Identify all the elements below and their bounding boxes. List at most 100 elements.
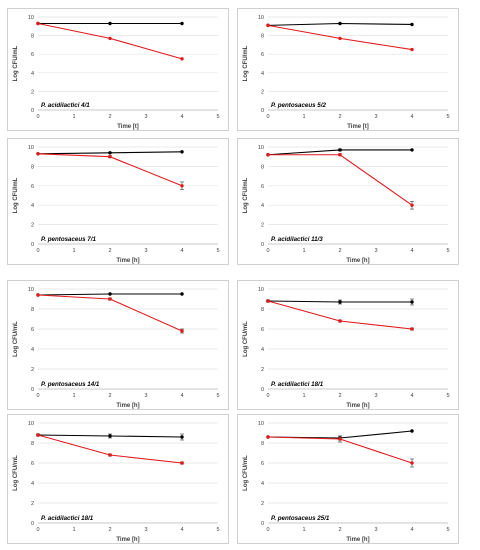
data-point [410,203,414,207]
y-tick-label: 4 [31,481,34,487]
x-tick-label: 4 [410,114,413,120]
y-tick-label: 8 [261,34,264,40]
x-tick-label: 1 [72,393,75,399]
x-tick-label: 3 [144,393,147,399]
x-tick-label: 2 [108,248,111,254]
data-point [338,153,342,157]
y-tick-label: 2 [261,501,264,507]
x-tick-label: 1 [302,393,305,399]
data-point [410,22,414,27]
y-tick-label: 6 [31,184,34,190]
strain-label: P. pentosaceus 14/1 [41,381,100,388]
strain-label: P. pentosaceus 5/2 [271,102,326,109]
x-tick-label: 1 [302,114,305,120]
data-point [266,299,270,303]
y-tick-label: 4 [261,347,264,353]
y-tick-label: 10 [28,287,34,293]
data-point [108,151,112,155]
y-axis-label: Log CFU/mL [13,321,19,357]
y-axis-label: Log CFU/mL [243,177,249,213]
strain-label: P. acidilactici 11/3 [271,236,323,243]
x-tick-label: 2 [338,393,341,399]
x-tick-label: 3 [374,248,377,254]
x-tick-label: 0 [36,248,39,254]
y-tick-label: 6 [261,327,264,333]
x-tick-label: 4 [410,527,413,533]
y-tick-label: 2 [31,501,34,507]
x-tick-label: 4 [180,248,183,254]
chart-panel: 0 2 4 6 8 10 0 1 2 3 4 5 Time [h] Log CFU/mL P. acidil… [237,280,459,410]
chart-svg: 0 2 4 6 8 10 0 1 2 3 4 5 Time [h] Log CFU/mL P. pentos… [13,287,220,409]
y-tick-label: 8 [261,164,264,170]
y-tick-label: 0 [31,521,34,527]
y-tick-label: 8 [31,164,34,170]
y-tick-label: 2 [31,89,34,95]
y-tick-label: 6 [261,461,264,467]
data-point [180,21,184,26]
x-tick-label: 1 [72,248,75,254]
data-point [410,327,414,331]
chart-svg: 0 2 4 6 8 10 0 1 2 3 4 5 Time [t] Log CFU/mL P. acidil… [13,15,220,130]
data-point [338,21,342,26]
x-tick-label: 4 [180,393,183,399]
y-tick-label: 4 [261,481,264,487]
series-line [268,154,413,206]
data-point [410,47,414,52]
y-tick-label: 8 [31,307,34,313]
chart-panel: 0 2 4 6 8 10 0 1 2 3 4 5 Time [t] Log CFU/mL P. pentos… [237,8,459,131]
y-tick-label: 2 [31,367,34,373]
y-tick-label: 8 [261,307,264,313]
x-tick-label: 5 [216,248,219,254]
x-tick-label: 1 [72,114,75,120]
data-point [108,297,112,301]
data-point [180,292,184,296]
data-point [266,435,270,439]
y-tick-label: 6 [31,461,34,467]
y-tick-label: 4 [261,203,264,209]
x-tick-label: 4 [410,393,413,399]
data-point [410,461,414,465]
x-axis-label: Time [h] [116,258,139,264]
x-tick-label: 4 [180,527,183,533]
x-tick-label: 5 [216,527,219,533]
chart-panel: 0 2 4 6 8 10 0 1 2 3 4 5 Time [h] Log CFU/mL P. pentos… [237,414,459,544]
x-tick-label: 0 [266,248,269,254]
x-tick-label: 5 [446,248,449,254]
y-tick-label: 6 [261,52,264,58]
data-point [338,148,342,152]
x-tick-label: 2 [338,248,341,254]
chart-svg: 0 2 4 6 8 10 0 1 2 3 4 5 Time [h] Log CFU/mL P. pentos… [243,421,450,543]
chart-panel: 0 2 4 6 8 10 0 1 2 3 4 5 Time [h] Log CFU/mL P. acidil… [7,414,229,544]
y-tick-label: 2 [261,367,264,373]
data-point [410,300,414,304]
data-point [338,300,342,304]
y-tick-label: 6 [31,327,34,333]
data-point [108,155,112,159]
series-line [267,300,413,330]
x-tick-label: 3 [144,114,147,120]
x-tick-label: 0 [36,114,39,120]
y-tick-label: 8 [31,441,34,447]
x-tick-label: 3 [144,248,147,254]
strain-label: P. pentosaceus 25/1 [271,515,330,522]
y-tick-label: 2 [261,89,264,95]
chart-svg: 0 2 4 6 8 10 0 1 2 3 4 5 Time [h] Log CFU/mL P. acidil… [13,421,220,543]
strain-label: P. acidilactici 4/1 [41,102,90,109]
data-point [410,429,414,433]
data-point [36,152,40,156]
x-tick-label: 4 [410,248,413,254]
x-tick-label: 2 [108,393,111,399]
data-point [410,148,414,152]
y-tick-label: 10 [28,145,34,151]
y-tick-label: 8 [261,441,264,447]
x-tick-label: 2 [338,114,341,120]
x-tick-label: 5 [446,393,449,399]
data-point [180,435,184,439]
x-tick-label: 0 [266,393,269,399]
y-tick-label: 2 [261,223,264,229]
x-tick-label: 5 [216,114,219,120]
y-tick-label: 4 [31,347,34,353]
strain-label: P. pentosaceus 7/1 [41,236,96,243]
y-axis-label: Log CFU/mL [243,45,249,81]
x-axis-label: Time [h] [346,403,369,409]
